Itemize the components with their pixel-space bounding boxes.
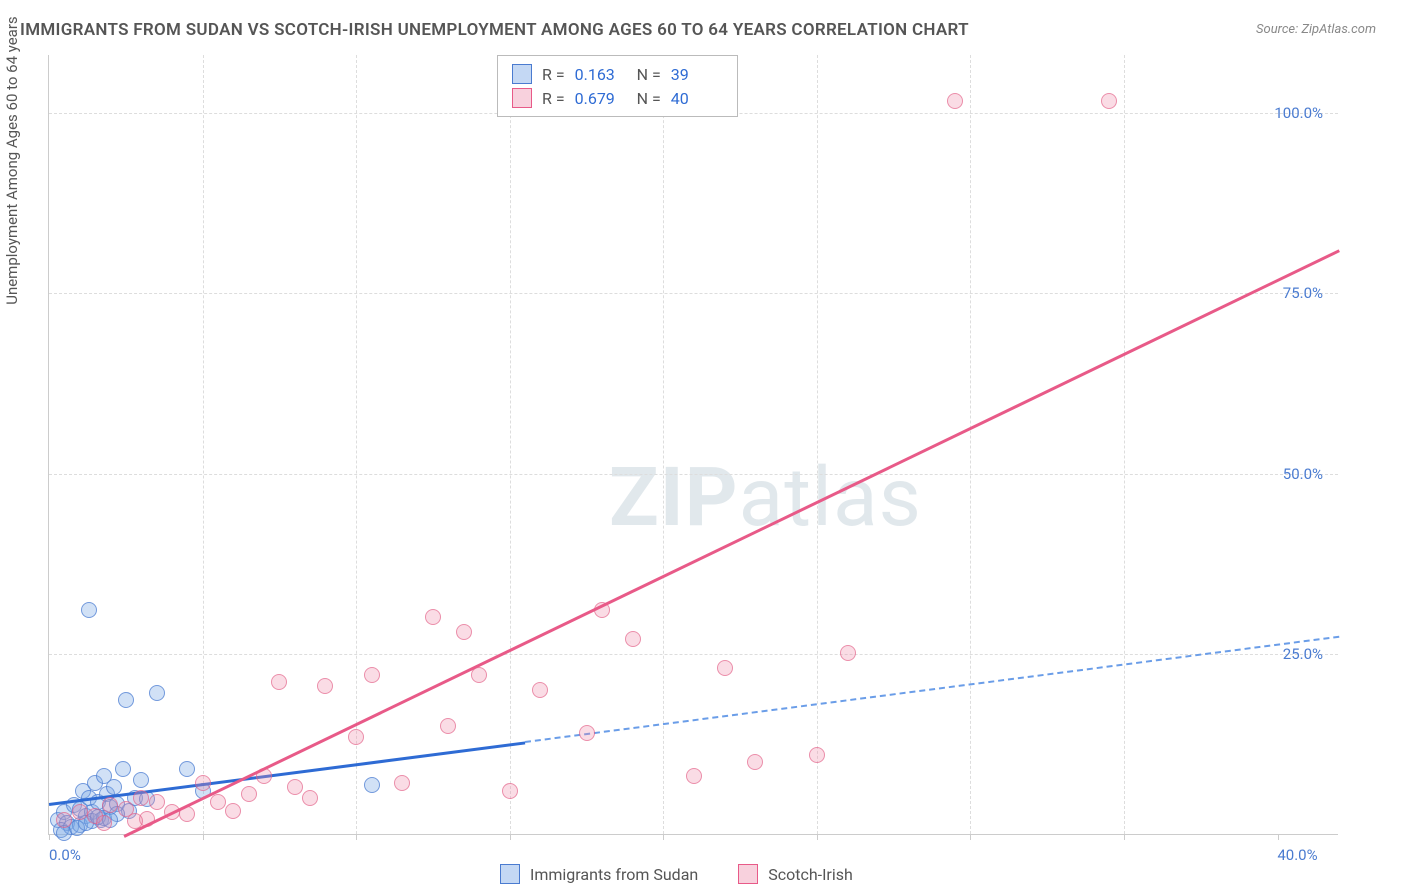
n-label: N = (637, 89, 661, 108)
scatter-point-pink (96, 815, 112, 831)
gridline-v (663, 55, 664, 834)
scatter-point-pink (947, 93, 963, 109)
scatter-point-pink (532, 682, 548, 698)
scatter-point-pink (579, 725, 595, 741)
scatter-point-pink (271, 674, 287, 690)
scatter-point-pink (502, 783, 518, 799)
scatter-point-pink (287, 779, 303, 795)
scatter-point-blue (106, 779, 122, 795)
chart-title: IMMIGRANTS FROM SUDAN VS SCOTCH-IRISH UN… (20, 20, 969, 40)
scatter-point-pink (1101, 93, 1117, 109)
scatter-point-pink (425, 609, 441, 625)
n-value-blue: 39 (671, 65, 723, 84)
scatter-point-blue (118, 692, 134, 708)
scatter-point-pink (809, 747, 825, 763)
scatter-point-pink (840, 645, 856, 661)
x-tick-mark (663, 834, 664, 840)
legend-label-blue: Immigrants from Sudan (530, 865, 698, 884)
r-value-pink: 0.679 (575, 89, 627, 108)
watermark-bold: ZIP (609, 450, 739, 546)
scatter-point-pink (56, 812, 72, 828)
scatter-point-pink (440, 718, 456, 734)
scatter-point-blue (364, 777, 380, 793)
n-value-pink: 40 (671, 89, 723, 108)
y-axis-label: Unemployment Among Ages 60 to 64 years (3, 16, 21, 304)
scatter-point-pink (456, 624, 472, 640)
scatter-point-pink (471, 667, 487, 683)
x-tick-mark (49, 834, 50, 840)
r-value-blue: 0.163 (575, 65, 627, 84)
x-tick-mark (510, 834, 511, 840)
gridline-v (510, 55, 511, 834)
n-label: N = (637, 65, 661, 84)
gridline-h (49, 474, 1338, 475)
x-tick-mark (970, 834, 971, 840)
gridline-v (817, 55, 818, 834)
source-credit: Source: ZipAtlas.com (1256, 22, 1376, 37)
x-tick-mark (817, 834, 818, 840)
watermark: ZIPatlas (609, 450, 922, 546)
legend-item-pink: Scotch-Irish (738, 864, 853, 884)
gridline-v (203, 55, 204, 834)
stats-row-pink: R = 0.679 N = 40 (512, 86, 723, 110)
legend-item-blue: Immigrants from Sudan (500, 864, 698, 884)
source-label: Source: (1256, 22, 1298, 37)
gridline-v (356, 55, 357, 834)
scatter-point-blue (81, 602, 97, 618)
trendline-pink (123, 249, 1339, 837)
y-tick-label: 25.0% (1283, 645, 1323, 663)
scatter-point-pink (394, 775, 410, 791)
scatter-point-pink (302, 790, 318, 806)
scatter-point-pink (241, 786, 257, 802)
legend-label-pink: Scotch-Irish (768, 865, 853, 884)
scatter-point-pink (747, 754, 763, 770)
scatter-point-pink (348, 729, 364, 745)
scatter-point-pink (717, 660, 733, 676)
scatter-point-blue (133, 772, 149, 788)
r-label: R = (542, 89, 565, 108)
scatter-point-blue (115, 761, 131, 777)
plot-area: ZIPatlas 25.0%50.0%75.0%100.0%0.0%40.0% (48, 55, 1338, 835)
trendline-blue-extrapolated (525, 636, 1339, 743)
scatter-point-pink (72, 804, 88, 820)
gridline-v (970, 55, 971, 834)
swatch-pink-icon (738, 864, 758, 884)
y-tick-label: 75.0% (1283, 284, 1323, 302)
stats-row-blue: R = 0.163 N = 39 (512, 62, 723, 86)
swatch-blue-icon (512, 64, 532, 84)
scatter-point-blue (149, 685, 165, 701)
scatter-point-pink (210, 794, 226, 810)
r-label: R = (542, 65, 565, 84)
source-value: ZipAtlas.com (1301, 22, 1376, 37)
swatch-pink-icon (512, 88, 532, 108)
x-tick-mark (356, 834, 357, 840)
scatter-point-pink (364, 667, 380, 683)
x-tick-mark (1124, 834, 1125, 840)
y-tick-label: 100.0% (1274, 104, 1323, 122)
gridline-h (49, 293, 1338, 294)
y-tick-label: 50.0% (1283, 465, 1323, 483)
legend: Immigrants from Sudan Scotch-Irish (500, 864, 853, 884)
scatter-point-blue (179, 761, 195, 777)
correlation-stats-box: R = 0.163 N = 39 R = 0.679 N = 40 (497, 55, 738, 117)
scatter-point-pink (625, 631, 641, 647)
scatter-point-pink (195, 775, 211, 791)
scatter-point-pink (102, 797, 118, 813)
scatter-point-pink (317, 678, 333, 694)
x-tick-label: 40.0% (1277, 846, 1317, 864)
scatter-point-pink (225, 803, 241, 819)
scatter-point-pink (149, 794, 165, 810)
gridline-v (1124, 55, 1125, 834)
x-tick-mark (1278, 834, 1279, 840)
gridline-h (49, 654, 1338, 655)
scatter-point-pink (133, 790, 149, 806)
scatter-point-pink (686, 768, 702, 784)
swatch-blue-icon (500, 864, 520, 884)
x-tick-mark (203, 834, 204, 840)
x-tick-label: 0.0% (49, 846, 81, 864)
